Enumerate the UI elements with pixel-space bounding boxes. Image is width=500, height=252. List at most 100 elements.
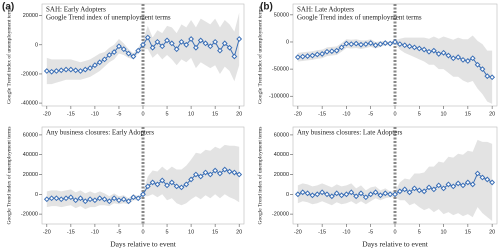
x-tick-label: 0 xyxy=(141,229,144,235)
point-marker xyxy=(396,41,403,48)
point-marker xyxy=(440,185,447,192)
point-marker xyxy=(338,192,345,199)
y-tick-label: -50000 xyxy=(272,67,289,73)
x-tick-label: 20 xyxy=(489,111,495,117)
point-marker xyxy=(202,169,209,176)
point-marker xyxy=(426,184,432,191)
point-marker xyxy=(299,53,306,60)
point-marker xyxy=(197,37,204,44)
x-tick-label: 15 xyxy=(465,229,471,235)
point-marker xyxy=(82,66,89,73)
y-tick-label: 40000 xyxy=(274,152,289,158)
x-tick-label: -10 xyxy=(342,111,350,117)
point-marker xyxy=(421,188,428,195)
point-marker xyxy=(319,189,326,196)
point-marker xyxy=(217,47,223,54)
point-marker xyxy=(183,181,190,188)
confidence-band xyxy=(297,139,493,222)
point-marker xyxy=(392,191,398,198)
x-tick-label: -10 xyxy=(342,229,350,235)
point-marker xyxy=(469,181,476,188)
point-marker xyxy=(154,181,161,188)
x-tick-label: 0 xyxy=(393,111,396,117)
chart-subtitle: Google Trend index of unemployment terms xyxy=(46,14,171,22)
y-tick-label: 0 xyxy=(35,42,38,48)
point-marker xyxy=(221,40,228,47)
point-marker xyxy=(406,43,413,50)
point-marker xyxy=(484,176,491,183)
point-marker xyxy=(183,41,190,48)
point-marker xyxy=(358,41,364,48)
y-tick-label: 20000 xyxy=(23,172,38,178)
point-marker xyxy=(168,40,175,47)
x-tick-label: 20 xyxy=(489,229,495,235)
point-marker xyxy=(149,44,156,51)
point-marker xyxy=(348,189,355,196)
point-marker xyxy=(460,182,466,189)
x-tick-label: 15 xyxy=(212,229,218,235)
x-tick-label: -20 xyxy=(43,111,51,117)
y-tick-label: 40000 xyxy=(23,152,38,158)
point-marker xyxy=(106,52,113,58)
x-tick-label: 0 xyxy=(141,111,144,117)
point-marker xyxy=(125,198,132,205)
point-marker xyxy=(489,74,496,81)
point-marker xyxy=(314,191,321,198)
x-tick-label: 5 xyxy=(418,229,421,235)
point-marker xyxy=(192,44,199,51)
point-marker xyxy=(87,65,94,72)
point-marker xyxy=(348,41,355,48)
point-marker xyxy=(401,42,408,49)
y-tick-label: -20000 xyxy=(272,212,289,218)
point-marker xyxy=(231,53,238,60)
point-marker xyxy=(362,41,369,48)
point-marker xyxy=(455,54,462,61)
y-tick-label: 50000 xyxy=(274,12,289,18)
point-marker xyxy=(411,185,418,192)
point-marker xyxy=(416,45,423,52)
x-tick-label: 10 xyxy=(441,111,447,117)
point-marker xyxy=(140,41,146,48)
point-marker xyxy=(43,196,50,203)
x-tick-label: -15 xyxy=(318,229,326,235)
point-marker xyxy=(445,181,452,188)
x-tick-label: -5 xyxy=(117,111,122,117)
point-marker xyxy=(48,68,55,75)
x-tick-label: -15 xyxy=(67,111,75,117)
point-marker xyxy=(455,180,462,187)
point-marker xyxy=(77,68,84,74)
point-marker xyxy=(294,191,301,198)
point-marker xyxy=(207,43,214,50)
y-tick-label: -100000 xyxy=(269,94,289,100)
point-marker xyxy=(178,38,185,45)
point-marker xyxy=(450,183,457,190)
point-marker xyxy=(367,191,374,198)
x-tick-label: -15 xyxy=(67,229,75,235)
point-marker xyxy=(396,188,403,195)
point-marker xyxy=(382,190,389,197)
point-marker xyxy=(91,197,98,204)
point-marker xyxy=(353,40,360,47)
y-axis-label: Google Trend index of unemployment terms xyxy=(5,6,12,104)
point-marker xyxy=(387,191,394,198)
point-marker xyxy=(231,169,238,176)
point-marker xyxy=(358,190,364,197)
point-marker xyxy=(197,173,204,180)
point-marker xyxy=(377,41,384,48)
point-marker xyxy=(111,195,118,202)
point-marker xyxy=(226,44,233,51)
point-marker xyxy=(202,40,209,47)
point-marker xyxy=(479,66,486,73)
x-tick-label: -5 xyxy=(368,229,373,235)
point-marker xyxy=(63,195,69,202)
point-marker xyxy=(82,198,89,205)
confidence-band xyxy=(46,144,240,210)
point-marker xyxy=(207,171,214,178)
y-tick-label: 0 xyxy=(286,192,289,198)
x-tick-label: 5 xyxy=(418,111,421,117)
point-marker xyxy=(392,39,398,45)
y-tick-label: -20000 xyxy=(21,212,38,218)
point-marker xyxy=(333,47,340,54)
point-marker xyxy=(294,54,301,61)
